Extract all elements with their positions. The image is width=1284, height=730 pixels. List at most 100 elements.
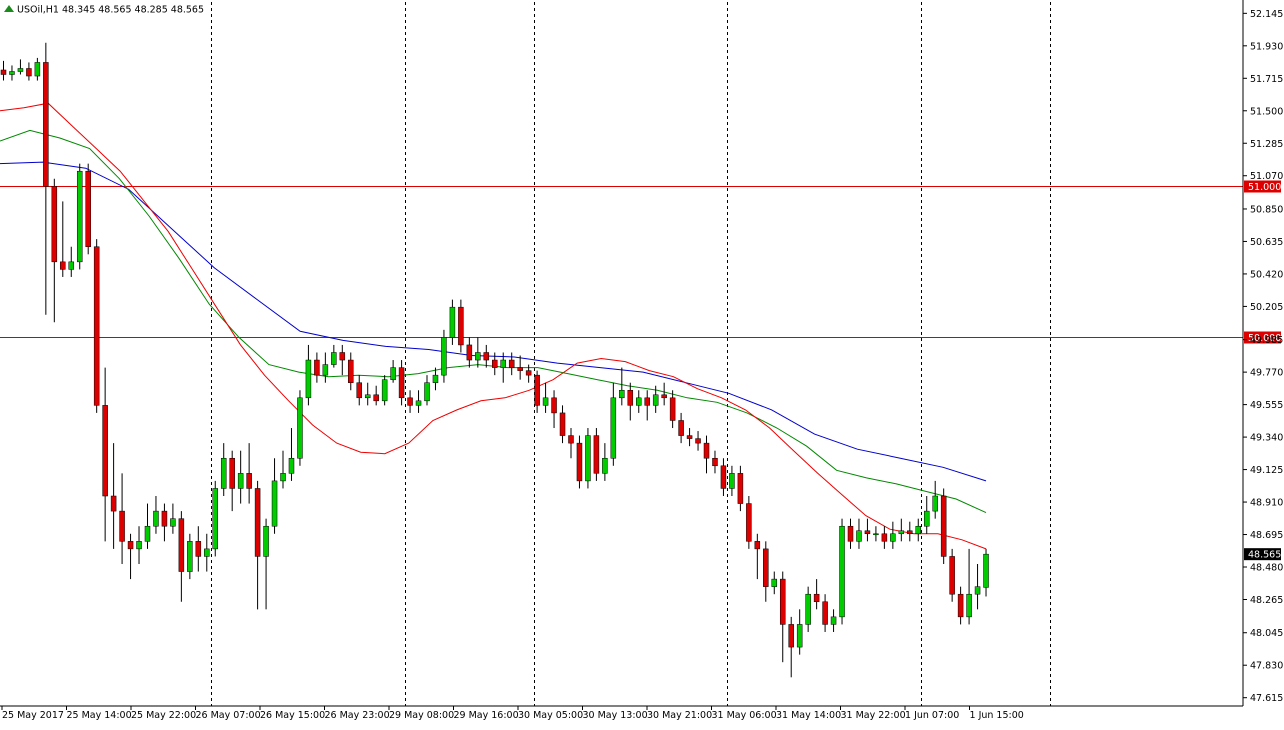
candle: [441, 329, 447, 383]
candle-body: [737, 473, 744, 504]
candle-body: [644, 397, 650, 406]
candle: [864, 518, 871, 542]
candle-body: [568, 435, 574, 444]
candle-body: [9, 71, 15, 75]
candle: [652, 385, 659, 413]
candle-body: [500, 359, 506, 368]
candle-body: [93, 246, 100, 406]
candle-body: [542, 397, 549, 406]
candle-body: [771, 578, 778, 587]
candle: [407, 390, 413, 413]
candle: [779, 571, 786, 663]
candle-body: [144, 525, 151, 542]
candle-body: [559, 412, 566, 436]
candle-body: [483, 352, 490, 361]
candle: [890, 521, 896, 549]
ohlc-label: 48.345 48.565 48.285 48.565: [62, 5, 204, 16]
candle: [187, 533, 193, 580]
candle-body: [805, 593, 811, 625]
price-tick-label: 51.715: [1250, 74, 1283, 85]
candle: [898, 518, 905, 542]
candle-body: [492, 359, 498, 368]
candle-body: [60, 261, 66, 270]
candle-body: [754, 541, 761, 550]
candle: [466, 337, 473, 368]
candle: [568, 428, 574, 459]
candle: [0, 60, 7, 81]
candle: [830, 609, 837, 632]
candle: [280, 450, 286, 489]
candle-body: [51, 186, 58, 263]
candle-body: [898, 530, 905, 535]
candle-body: [813, 593, 820, 603]
candle-body: [949, 556, 955, 595]
candle-body: [68, 261, 75, 270]
candle: [712, 450, 718, 474]
candle: [331, 344, 337, 368]
price-tick-label: 47.615: [1250, 693, 1283, 704]
candle: [983, 548, 989, 597]
candle: [500, 352, 506, 383]
candle-body: [873, 533, 879, 536]
candle-body: [974, 586, 981, 595]
candle: [348, 352, 354, 391]
candle-body: [525, 370, 532, 376]
candle-body: [830, 616, 837, 625]
chart-header: USOil,H1 48.345 48.565 48.285 48.565: [4, 5, 204, 16]
candle-body: [983, 553, 989, 588]
candle-body: [339, 352, 346, 361]
candle-body: [517, 367, 523, 371]
candle-body: [263, 525, 269, 557]
candle-body: [449, 306, 456, 338]
candle: [483, 344, 490, 368]
price-tick-label: 50.205: [1250, 302, 1283, 313]
price-tick-label: 48.480: [1250, 563, 1283, 574]
candle-body: [627, 390, 634, 406]
candle: [26, 62, 32, 81]
candle: [398, 360, 405, 406]
candle: [559, 405, 566, 444]
candle-body: [763, 548, 769, 587]
candle-body: [534, 374, 540, 406]
price-tick-label: 52.145: [1250, 9, 1283, 20]
candle: [822, 594, 828, 632]
candle: [669, 390, 676, 429]
price-tick-label: 48.695: [1250, 530, 1283, 541]
candle: [127, 533, 134, 580]
candle: [246, 443, 252, 504]
time-axis[interactable]: 25 May 2017 25 May 14:00 25 May 22:00 26 Ma…: [1, 706, 1024, 721]
candle: [60, 201, 66, 277]
price-tick-label: 49.340: [1250, 433, 1283, 444]
candle-body: [458, 306, 464, 346]
price-tick-label: 49.125: [1250, 465, 1283, 476]
time-tick-label: 31 May 14:00: [776, 710, 841, 721]
candle-body: [204, 548, 210, 557]
candle-body: [110, 495, 117, 512]
price-tick-label: 51.070: [1250, 171, 1283, 182]
horizontal-levels[interactable]: 51.000 50.000: [0, 180, 1281, 345]
candle: [237, 450, 244, 504]
candle: [839, 518, 845, 625]
time-tick-label: 25 May 22:00: [131, 710, 196, 721]
candle: [907, 521, 913, 542]
candle-body: [102, 405, 108, 497]
candle: [110, 443, 117, 549]
symbol-label: USOil,H1: [17, 5, 59, 16]
price-tick-label: 51.285: [1250, 139, 1283, 150]
candle: [686, 428, 693, 447]
candle-body: [85, 170, 91, 247]
candle-body: [822, 601, 828, 625]
candle: [93, 239, 100, 413]
candle-body: [475, 352, 481, 361]
candle-body: [703, 442, 710, 459]
candle: [525, 364, 532, 383]
candle: [102, 367, 108, 542]
price-axis[interactable]: 52.145 51.930 51.715 51.500 51.285 51.070 50.8…: [0, 0, 1283, 707]
candle-body: [127, 541, 134, 550]
candle: [254, 480, 261, 610]
candle: [788, 616, 794, 678]
price-tick-label: 48.910: [1250, 498, 1283, 509]
